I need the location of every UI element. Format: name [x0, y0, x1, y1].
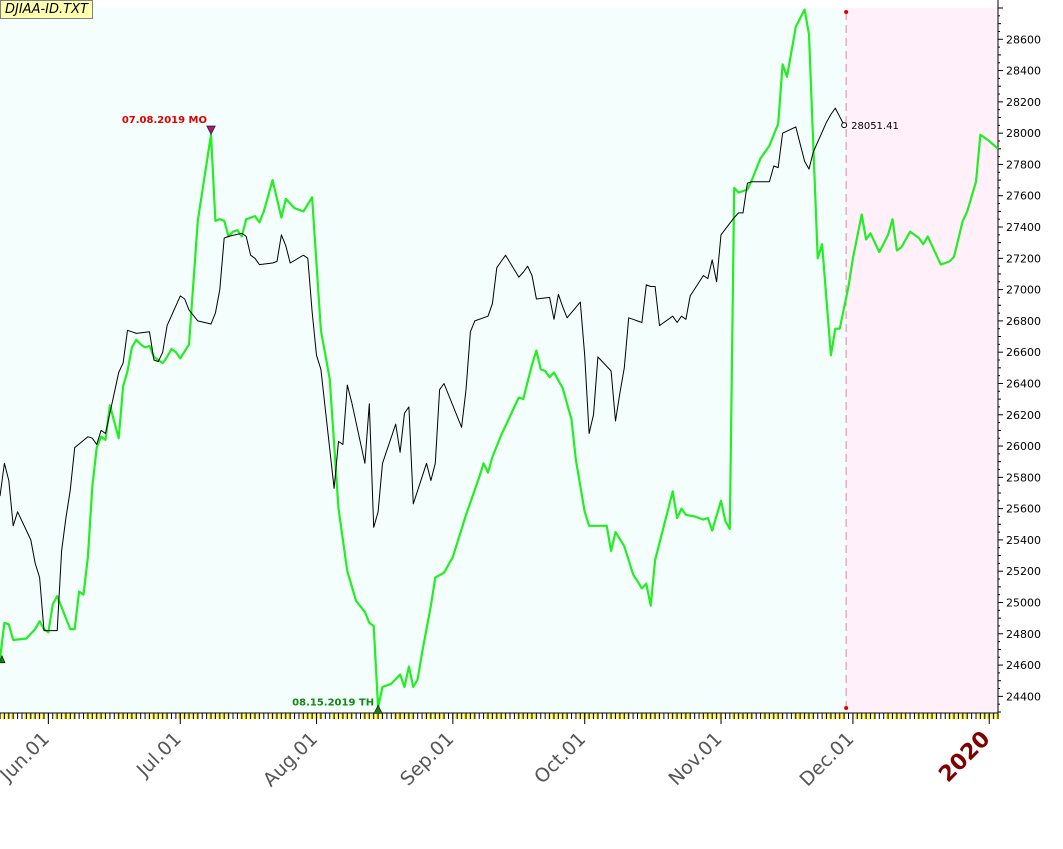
- markers: 28051.41 07.08.2019 MO 08.15.2019 TH: [0, 10, 899, 714]
- y-tick-label: 26800: [1006, 315, 1041, 328]
- y-tick-label: 27400: [1006, 221, 1041, 234]
- x-month-label: Jul.01: [132, 728, 186, 782]
- y-tick-label: 27000: [1006, 284, 1041, 297]
- y-tick-label: 28400: [1006, 65, 1041, 78]
- y-tick-label: 26000: [1006, 440, 1041, 453]
- y-tick-label: 25000: [1006, 596, 1041, 609]
- y-tick-label: 28600: [1006, 33, 1041, 46]
- y-tick-label: 27200: [1006, 252, 1041, 265]
- x-month-label: Aug.01: [259, 728, 322, 791]
- forecast-region: [846, 8, 998, 712]
- plot-background: [0, 8, 998, 712]
- y-tick-label: 25600: [1006, 503, 1041, 516]
- low-annotation: 08.15.2019 TH: [292, 697, 374, 708]
- x-month-label: Dec.01: [796, 728, 859, 791]
- x-year-label: 2020: [934, 727, 995, 788]
- y-tick-label: 27600: [1006, 190, 1041, 203]
- x-month-label: Jun.01: [0, 728, 54, 787]
- y-axis: 24400 24600 24800 25000 25200 25400 25600 25800…: [997, 0, 1041, 714]
- y-tick-label: 26600: [1006, 346, 1041, 359]
- today-bottom-dot: [844, 706, 849, 710]
- x-month-label: Sep.01: [396, 728, 458, 790]
- start-marker: [0, 655, 6, 664]
- x-axis: [0, 712, 999, 724]
- y-tick-label: 27800: [1006, 158, 1041, 171]
- y-tick-label: 26200: [1006, 409, 1041, 422]
- x-month-label: Oct.01: [530, 728, 590, 788]
- y-tick-label: 28000: [1006, 127, 1041, 140]
- price-series-line: [0, 107, 845, 632]
- chart-title: DJIAA-ID.TXT: [0, 0, 93, 19]
- y-tick-label: 26400: [1006, 377, 1041, 390]
- today-top-dot: [844, 10, 849, 14]
- last-value-label: 28051.41: [851, 121, 899, 132]
- forecast-series-line: [0, 8, 999, 709]
- high-annotation: 07.08.2019 MO: [122, 115, 207, 126]
- y-tick-label: 24800: [1006, 628, 1041, 641]
- x-tick-labels: Jun.01 Jul.01 Aug.01 Sep.01 Oct.01 Nov.01 Dec.…: [0, 727, 995, 792]
- y-tick-label: 25800: [1006, 471, 1041, 484]
- y-tick-label: 25200: [1006, 565, 1041, 578]
- high-marker: [206, 125, 216, 136]
- y-tick-label: 24400: [1006, 690, 1041, 703]
- y-tick-label: 28200: [1006, 96, 1041, 109]
- last-value-dot: [841, 122, 848, 129]
- y-tick-label: 24600: [1006, 659, 1041, 672]
- x-month-label: Nov.01: [664, 728, 726, 790]
- low-marker: [373, 704, 383, 714]
- y-tick-label: 25400: [1006, 534, 1041, 547]
